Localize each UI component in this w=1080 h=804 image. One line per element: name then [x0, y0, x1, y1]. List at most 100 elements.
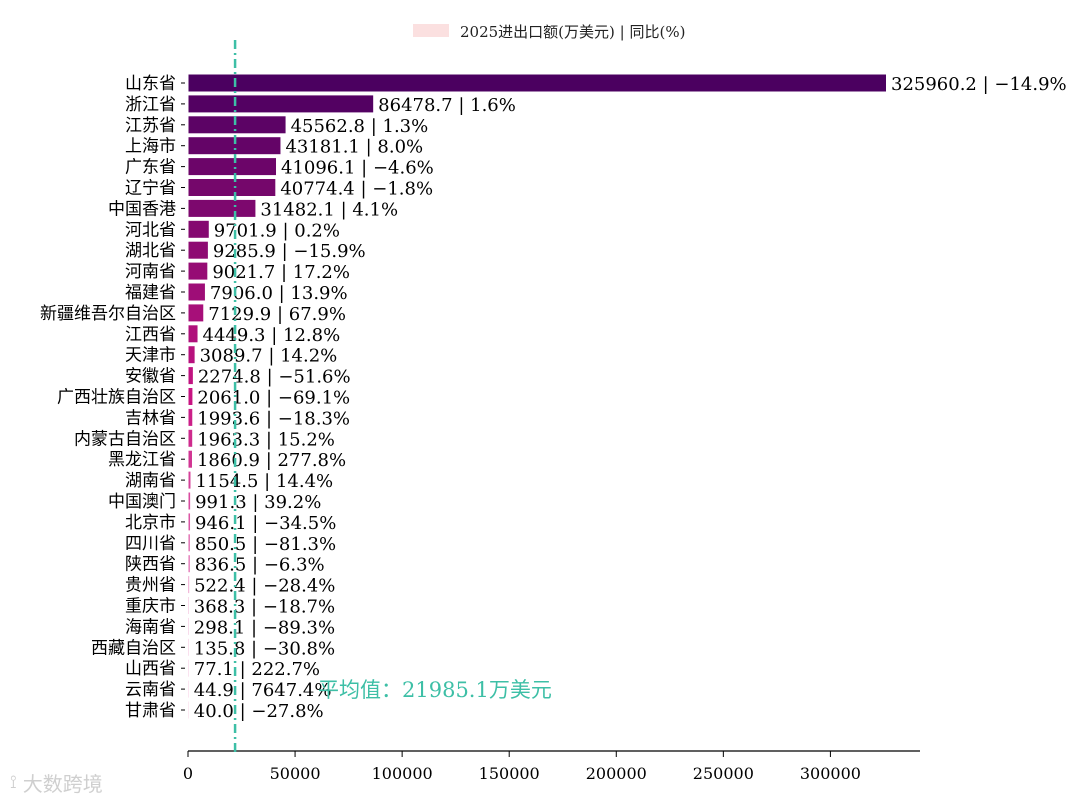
y-tick-label: 吉林省: [125, 408, 176, 428]
y-tick-label: 贵州省: [125, 576, 176, 596]
bar: [188, 262, 208, 280]
data-label: 9285.9 | −15.9%: [213, 241, 366, 262]
y-tick-label: 陕西省: [125, 555, 176, 575]
data-label: 298.1 | −89.3%: [194, 617, 335, 638]
data-label: 850.5 | −81.3%: [195, 534, 336, 555]
y-tick-label: 天津市: [125, 346, 176, 366]
data-label: 7129.9 | 67.9%: [208, 304, 346, 325]
bar: [188, 492, 191, 510]
watermark: ⟟ 大数跨境: [10, 768, 103, 797]
y-tick-label: 四川省: [125, 534, 176, 554]
data-label: 4449.3 | 12.8%: [203, 325, 341, 346]
data-label: 9701.9 | 0.2%: [214, 220, 340, 241]
average-label: 平均值：21985.1万美元: [318, 678, 552, 702]
y-tick-label: 浙江省: [125, 95, 176, 115]
y-tick-label: 黑龙江省: [108, 450, 176, 470]
y-tick-label: 辽宁省: [125, 179, 176, 199]
bar: [188, 388, 193, 405]
y-tick-label: 广东省: [125, 158, 176, 178]
bar: [188, 220, 209, 238]
data-label: 44.9 | 7647.4%: [194, 680, 332, 701]
bar: [188, 576, 190, 594]
legend-label: 2025进出口额(万美元) | 同比(%): [460, 23, 685, 41]
bar: [188, 346, 195, 364]
brand-logo-icon: ⟟: [10, 772, 17, 793]
data-label: 43181.1 | 8.0%: [285, 137, 423, 158]
y-tick-label: 新疆维吾尔自治区: [40, 304, 176, 324]
data-label: 40.0 | −27.8%: [194, 701, 324, 722]
bar: [188, 450, 192, 468]
y-tick-label: 安徽省: [125, 367, 176, 387]
x-tick-label: 200000: [586, 764, 647, 783]
y-tick-label: 上海市: [125, 137, 176, 157]
data-label: 1860.9 | 277.8%: [197, 450, 346, 471]
x-tick-label: 0: [183, 764, 193, 783]
y-tick-label: 山西省: [125, 659, 176, 679]
y-tick-label: 云南省: [125, 680, 176, 700]
y-tick-label: 中国香港: [108, 199, 176, 219]
x-tick-label: 100000: [372, 764, 433, 783]
y-tick-label: 湖北省: [125, 241, 176, 261]
bar: [188, 304, 204, 322]
bar: [188, 555, 190, 573]
data-label: 45562.8 | 1.3%: [291, 116, 429, 137]
data-label: 991.3 | 39.2%: [195, 492, 321, 513]
bar: [188, 95, 374, 113]
y-tick-label: 内蒙古自治区: [74, 429, 176, 449]
legend: 2025进出口额(万美元) | 同比(%): [413, 23, 685, 41]
data-label: 86478.7 | 1.6%: [378, 95, 516, 116]
x-tick-label: 50000: [270, 764, 321, 783]
y-tick-label: 河北省: [125, 220, 176, 240]
data-label: 522.4 | −28.4%: [194, 576, 335, 597]
y-tick-label: 西藏自治区: [91, 638, 176, 658]
data-label: 1993.6 | −18.3%: [197, 408, 350, 429]
y-tick-label: 广西壮族自治区: [57, 388, 176, 408]
x-tick-label: 150000: [479, 764, 540, 783]
y-tick-label: 北京市: [125, 513, 176, 533]
data-label: 31482.1 | 4.1%: [260, 199, 398, 220]
data-label: 77.1 | 222.7%: [194, 659, 320, 680]
y-tick-label: 江苏省: [125, 116, 176, 136]
x-tick-label: 250000: [693, 764, 754, 783]
data-label: 368.3 | −18.7%: [194, 597, 335, 618]
bar: [188, 179, 276, 196]
bar: [188, 408, 193, 426]
data-label: 3089.7 | 14.2%: [200, 346, 338, 367]
data-label: 2274.8 | −51.6%: [198, 367, 351, 388]
bar: [188, 534, 190, 552]
data-label: 1963.3 | 15.2%: [197, 429, 335, 450]
y-tick-label: 中国澳门: [108, 492, 176, 512]
data-label: 7906.0 | 13.9%: [210, 283, 348, 304]
data-label: 9021.7 | 17.2%: [212, 262, 350, 283]
y-tick-label: 山东省: [125, 74, 176, 94]
bar: [188, 367, 193, 385]
y-tick-label: 甘肃省: [125, 701, 176, 721]
data-label: 135.8 | −30.8%: [194, 638, 335, 659]
watermark-text: 大数跨境: [22, 772, 103, 796]
bar: [188, 471, 191, 489]
bar: [188, 283, 205, 301]
x-tick-label: 300000: [800, 764, 861, 783]
bar: [188, 429, 193, 447]
data-label: 2061.0 | −69.1%: [197, 388, 350, 409]
bar: [188, 199, 256, 217]
bar: [188, 513, 191, 531]
y-tick-label: 江西省: [125, 325, 176, 345]
y-tick-label: 河南省: [125, 262, 176, 282]
data-label: 946.1 | −34.5%: [195, 513, 336, 534]
bar: [188, 241, 208, 259]
data-label: 325960.2 | −14.9%: [891, 74, 1067, 95]
y-tick-label: 湖南省: [125, 471, 176, 491]
legend-swatch: [413, 24, 449, 37]
bar: [188, 116, 286, 134]
data-label: 40774.4 | −1.8%: [280, 179, 433, 200]
bar: [188, 137, 281, 155]
bar: [188, 158, 277, 176]
y-tick-label: 重庆市: [125, 597, 176, 617]
data-label: 1154.5 | 14.4%: [195, 471, 333, 492]
y-tick-label: 海南省: [125, 617, 176, 637]
bar: [188, 325, 198, 343]
bar: [188, 74, 886, 92]
data-label: 41096.1 | −4.6%: [281, 158, 434, 179]
